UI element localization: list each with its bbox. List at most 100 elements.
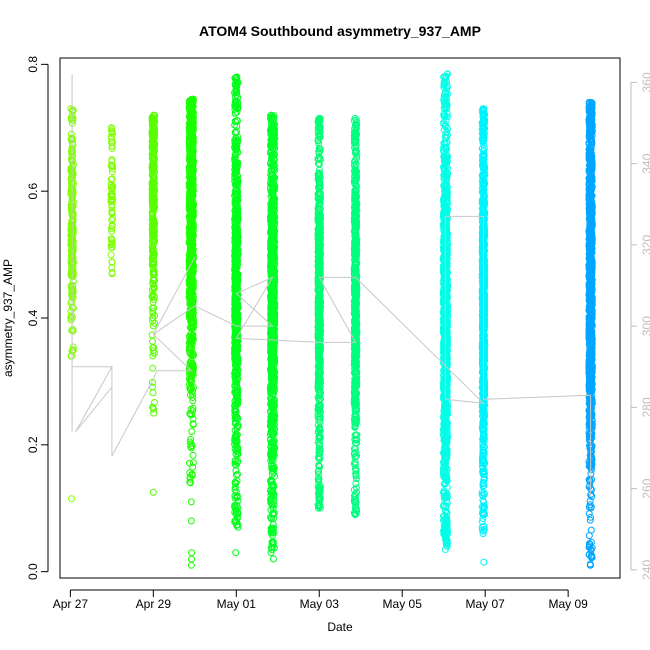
data-point (108, 142, 116, 150)
data-point (108, 216, 116, 224)
data-point (69, 106, 77, 114)
data-point (148, 113, 156, 121)
data-point (69, 346, 77, 354)
data-point-outlier (68, 352, 75, 360)
data-point (108, 221, 116, 229)
data-point (67, 236, 75, 244)
data-point (69, 260, 77, 267)
data-point (69, 326, 77, 333)
data-point (149, 162, 157, 170)
data-point (187, 435, 195, 443)
data-point-outlier (187, 561, 195, 569)
data-point (67, 204, 75, 212)
data-point (150, 349, 158, 357)
data-point-outlier (68, 495, 75, 503)
data-point (148, 378, 156, 386)
data-point (109, 214, 117, 222)
data-point-outlier (269, 555, 277, 563)
data-point (109, 162, 116, 170)
data-point (149, 404, 157, 412)
data-point (186, 473, 194, 481)
data-point (149, 139, 157, 147)
data-point (107, 196, 115, 204)
data-point (149, 291, 157, 299)
data-point (149, 364, 157, 372)
data-point (108, 258, 116, 266)
data-point (149, 195, 156, 202)
data-point (107, 251, 115, 259)
data-point (69, 212, 77, 220)
data-point (69, 215, 77, 223)
data-point (67, 247, 75, 254)
data-point (149, 260, 157, 268)
data-point (149, 186, 157, 194)
data-point (188, 428, 196, 435)
data-point (150, 296, 158, 303)
data-point (150, 123, 158, 131)
data-point (150, 127, 158, 135)
data-point (149, 337, 156, 345)
data-point (149, 322, 157, 330)
data-point (67, 312, 75, 320)
data-point (108, 236, 116, 244)
data-point (67, 115, 75, 123)
data-point (149, 265, 157, 273)
data-point (149, 218, 157, 226)
data-point-outlier (187, 517, 195, 525)
data-point (69, 343, 77, 351)
data-point (189, 451, 197, 459)
data-point (108, 161, 116, 169)
data-point (107, 192, 115, 200)
data-point (149, 280, 157, 288)
data-point (107, 225, 115, 233)
data-point (149, 389, 157, 397)
data-point (69, 106, 77, 114)
data-point (68, 179, 75, 187)
data-point (148, 228, 156, 236)
data-point (148, 144, 156, 152)
data-point (189, 397, 197, 405)
data-point (149, 172, 157, 180)
data-point (108, 144, 116, 152)
data-point (149, 147, 157, 154)
data-point (108, 184, 116, 192)
data-point (148, 331, 156, 339)
data-point (108, 201, 116, 209)
data-point (151, 117, 159, 125)
data-point (149, 211, 157, 219)
data-point (149, 112, 157, 120)
data-point (69, 282, 77, 290)
data-point (108, 269, 116, 277)
data-point (148, 245, 156, 252)
data-point (67, 314, 75, 322)
data-point (149, 230, 157, 238)
data-point (67, 268, 75, 276)
data-point-outlier (232, 549, 240, 557)
data-point (232, 109, 239, 117)
data-point (149, 166, 157, 174)
data-point (148, 155, 156, 163)
data-point (69, 238, 77, 246)
data-point (186, 459, 193, 467)
data-point (108, 175, 116, 183)
data-point-outlier (187, 498, 195, 506)
data-point (149, 233, 157, 241)
data-point (149, 309, 157, 317)
data-point (186, 478, 194, 486)
data-point (148, 242, 156, 250)
data-point (149, 184, 157, 192)
data-point (150, 284, 158, 292)
data-point (69, 141, 77, 149)
data-point (149, 202, 157, 209)
data-point (69, 304, 77, 312)
data-point (67, 190, 75, 198)
data-point-outlier (149, 488, 157, 496)
data-point (108, 157, 116, 165)
data-point (149, 247, 157, 255)
data-point (148, 237, 156, 245)
data-point (69, 248, 77, 256)
data-point (68, 182, 75, 190)
data-point-outlier (188, 555, 195, 563)
data-point (107, 132, 115, 140)
